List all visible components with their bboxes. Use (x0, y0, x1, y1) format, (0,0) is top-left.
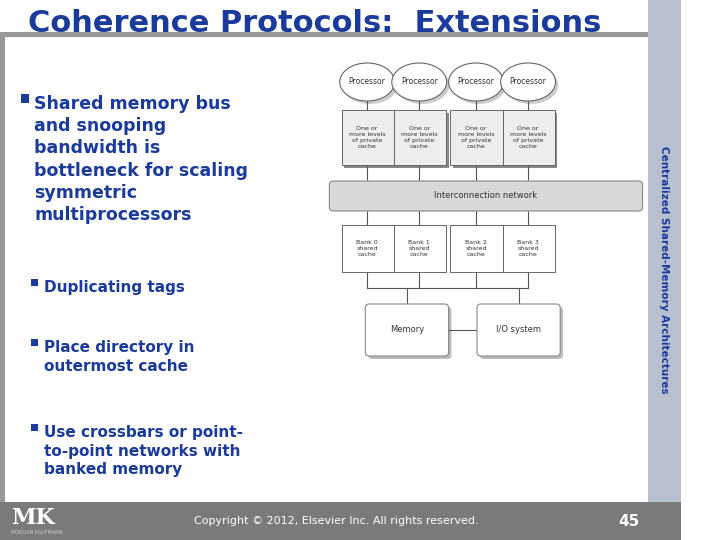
Ellipse shape (343, 66, 397, 104)
Bar (341, 110, 394, 165)
Bar (21, 94, 30, 103)
Text: Processor: Processor (348, 78, 386, 86)
Text: Duplicating tags: Duplicating tags (43, 280, 184, 295)
Ellipse shape (451, 66, 506, 104)
Text: MK: MK (12, 507, 55, 529)
Bar (0, 37, 5, 502)
Text: One or
more levels
of private
cache: One or more levels of private cache (510, 126, 546, 149)
Text: Place directory in
outermost cache: Place directory in outermost cache (43, 340, 194, 374)
FancyBboxPatch shape (329, 181, 642, 211)
Text: Bank 1
shared
cache: Bank 1 shared cache (408, 240, 430, 257)
Text: Interconnection network: Interconnection network (434, 192, 538, 200)
Text: Centralized Shared-Memory Architectures: Centralized Shared-Memory Architectures (660, 146, 670, 394)
Bar (451, 225, 503, 272)
Bar (341, 225, 394, 272)
Text: One or
more levels
of private
cache: One or more levels of private cache (349, 126, 385, 149)
Ellipse shape (395, 66, 449, 104)
Bar (394, 110, 446, 165)
Bar (454, 113, 505, 168)
Text: MORGAN KAUFMANN: MORGAN KAUFMANN (12, 530, 63, 536)
Text: 45: 45 (618, 514, 640, 529)
Bar (397, 113, 449, 168)
Bar (648, 0, 681, 502)
FancyBboxPatch shape (477, 304, 560, 356)
Text: Processor: Processor (510, 78, 546, 86)
Bar (394, 225, 446, 272)
Bar (505, 113, 557, 168)
FancyBboxPatch shape (480, 307, 563, 359)
Text: Bank 2
shared
cache: Bank 2 shared cache (465, 240, 487, 257)
Text: One or
more levels
of private
cache: One or more levels of private cache (458, 126, 495, 149)
Text: Bank 0
shared
cache: Bank 0 shared cache (356, 240, 378, 257)
Ellipse shape (340, 63, 395, 101)
Ellipse shape (503, 66, 558, 104)
Ellipse shape (449, 63, 503, 101)
Bar (31, 279, 38, 286)
Text: Processor: Processor (401, 78, 438, 86)
Text: I/O system: I/O system (496, 326, 541, 334)
Bar (344, 113, 397, 168)
Ellipse shape (500, 63, 556, 101)
Text: One or
more levels
of private
cache: One or more levels of private cache (401, 126, 438, 149)
Text: Shared memory bus
and snooping
bandwidth is
bottleneck for scaling
symmetric
mul: Shared memory bus and snooping bandwidth… (34, 95, 248, 224)
Text: Use crossbars or point-
to-point networks with
banked memory: Use crossbars or point- to-point network… (43, 425, 243, 477)
Text: Memory: Memory (390, 326, 424, 334)
Text: Copyright © 2012, Elsevier Inc. All rights reserved.: Copyright © 2012, Elsevier Inc. All righ… (194, 516, 478, 526)
Bar (503, 225, 554, 272)
Text: Coherence Protocols:  Extensions: Coherence Protocols: Extensions (28, 10, 602, 38)
Text: Processor: Processor (458, 78, 495, 86)
Bar (0, 32, 648, 37)
FancyBboxPatch shape (368, 307, 451, 359)
Ellipse shape (392, 63, 446, 101)
Bar (0, 502, 681, 540)
Bar (451, 110, 503, 165)
FancyBboxPatch shape (365, 304, 449, 356)
Bar (31, 339, 38, 346)
Bar (503, 110, 554, 165)
Text: Bank 3
shared
cache: Bank 3 shared cache (517, 240, 539, 257)
Bar (31, 424, 38, 431)
